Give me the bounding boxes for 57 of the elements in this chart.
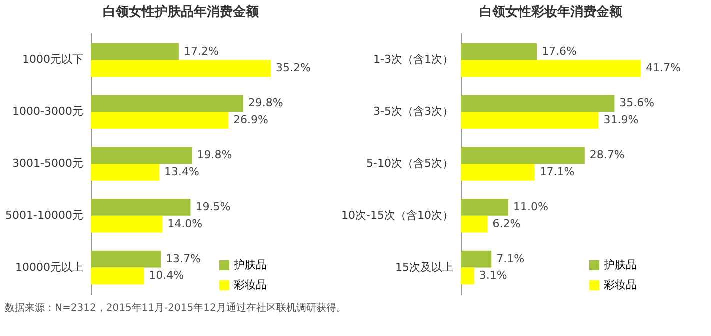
data-label: 7.1% (496, 252, 525, 266)
data-label: 14.0% (168, 217, 203, 230)
bar (91, 112, 229, 129)
bar (461, 268, 474, 285)
data-label: 11.0% (513, 200, 548, 214)
y-tick-label: 10次-15次（含10次） (342, 208, 454, 222)
bar (461, 60, 641, 78)
data-label: 3.1% (479, 269, 508, 282)
y-tick-label: 5001-10000元 (6, 208, 84, 222)
data-label: 10.4% (149, 269, 184, 282)
data-label: 35.2% (276, 62, 311, 75)
y-tick-label: 5-10次（含5次） (366, 157, 454, 170)
chart-title: 白领女性彩妆年消费金额 (480, 4, 624, 20)
bar (461, 216, 488, 233)
data-label: 31.9% (604, 114, 639, 127)
data-label: 6.2% (492, 217, 521, 230)
bar (461, 112, 599, 129)
data-label: 41.7% (646, 62, 681, 75)
data-label: 28.7% (590, 148, 625, 162)
legend-label: 护肤品 (233, 258, 267, 272)
y-tick-label: 1000-3000元 (12, 105, 84, 118)
y-tick-label: 10000元以上 (16, 260, 84, 274)
bar (461, 95, 615, 112)
data-label: 13.4% (164, 165, 200, 178)
bar (91, 216, 163, 233)
bar (91, 43, 179, 60)
data-label: 17.1% (540, 165, 575, 178)
data-label: 17.2% (184, 44, 219, 58)
data-label: 26.9% (234, 114, 269, 127)
bar (461, 43, 537, 60)
bar (91, 95, 244, 112)
y-tick-label: 3-5次（含3次） (374, 105, 454, 118)
bar (461, 164, 535, 181)
bar (91, 268, 144, 285)
bar (91, 147, 192, 164)
y-tick-label: 1000元以下 (22, 53, 84, 66)
data-label: 13.7% (166, 252, 202, 266)
source-note: 数据来源：N=2312，2015年11月-2015年12月通过在社区联机调研获得。 (5, 302, 346, 314)
y-tick-label: 1-3次（含1次） (374, 53, 454, 66)
data-label: 17.6% (542, 44, 577, 58)
legend-label: 护肤品 (603, 258, 637, 272)
legend-label: 彩妆品 (604, 278, 637, 292)
legend-label: 彩妆品 (234, 278, 267, 292)
bar (461, 250, 492, 268)
bar (461, 199, 508, 216)
bar (91, 199, 191, 216)
data-label: 19.5% (196, 200, 231, 214)
data-label: 19.8% (197, 148, 232, 162)
bar (91, 60, 271, 78)
y-tick-label: 15次及以上 (396, 260, 454, 274)
bar (461, 147, 585, 164)
chart-title: 白领女性护肤品年消费金额 (103, 4, 260, 20)
y-tick-label: 3001-5000元 (12, 157, 84, 170)
bar (91, 164, 160, 181)
bar (91, 250, 162, 268)
data-label: 29.8% (248, 96, 284, 110)
data-label: 35.6% (620, 96, 655, 110)
